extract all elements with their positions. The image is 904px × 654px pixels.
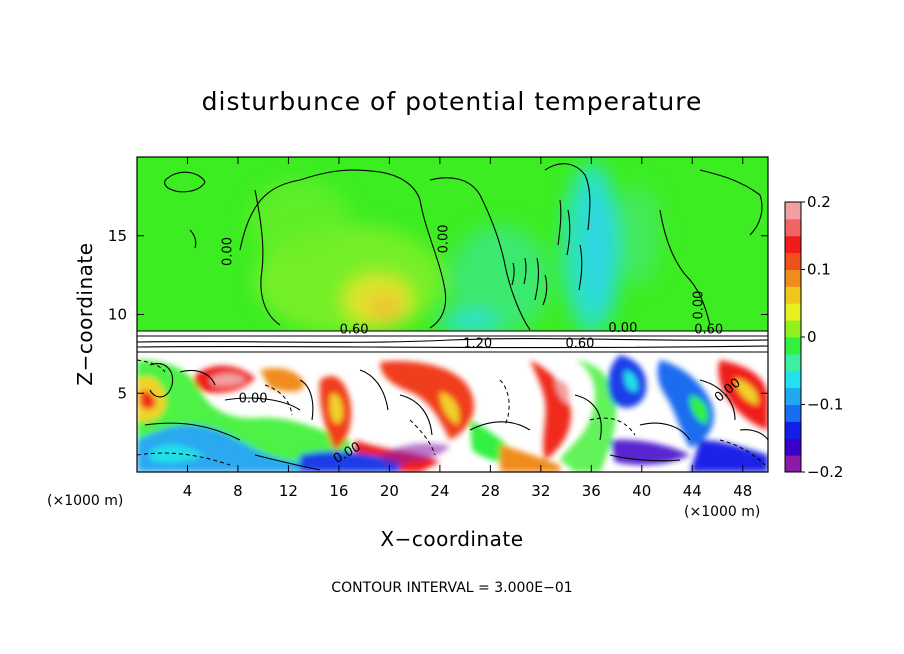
plot-area: 0.00 0.000.000.60 0.00 0.601.20 0.600.000.00… bbox=[137, 157, 768, 472]
colorbar-swatch bbox=[785, 455, 801, 473]
contour-interval-note: CONTOUR INTERVAL = 3.000E−01 bbox=[331, 580, 572, 596]
y-axis: 5 10 15 bbox=[108, 227, 768, 402]
colorbar-swatch bbox=[785, 286, 801, 304]
colorbar-swatch bbox=[785, 252, 801, 270]
colorbar-swatch bbox=[785, 421, 801, 439]
chart-title: disturbunce of potential temperature bbox=[202, 87, 703, 116]
colorbar-tick-label: 0.1 bbox=[807, 261, 831, 279]
y-tick-label: 15 bbox=[108, 227, 127, 245]
x-axis: 4 8 12 16 20 24 28 32 36 40 44 48 bbox=[183, 157, 752, 500]
colorbar-tick-label: 0.2 bbox=[807, 193, 831, 211]
x-tick-label: 32 bbox=[531, 482, 550, 500]
lower-field-shading bbox=[137, 355, 768, 472]
colorbar-ticks: 0.2 0.1 0 −0.1 −0.2 bbox=[801, 193, 843, 481]
colorbar bbox=[784, 201, 802, 473]
colorbar-tick-label: −0.2 bbox=[807, 463, 843, 481]
x-tick-label: 44 bbox=[683, 482, 702, 500]
x-tick-label: 20 bbox=[380, 482, 399, 500]
x-tick-label: 12 bbox=[279, 482, 298, 500]
colorbar-swatch bbox=[785, 370, 801, 389]
x-tick-label: 8 bbox=[233, 482, 243, 500]
x-tick-label: 16 bbox=[329, 482, 348, 500]
contour-label: 0.00 bbox=[436, 224, 451, 253]
colorbar-swatch bbox=[785, 269, 801, 287]
contour-label: 0.00 bbox=[221, 237, 236, 266]
x-tick-label: 24 bbox=[430, 482, 449, 500]
contour-label: 0.00 bbox=[608, 321, 637, 336]
contour-label: 0.60 bbox=[565, 337, 594, 352]
colorbar-swatch bbox=[785, 337, 801, 355]
colorbar-swatch bbox=[785, 404, 801, 422]
y-axis-label: Z−coordinate bbox=[73, 242, 97, 385]
upper-field-shading bbox=[250, 163, 660, 335]
colorbar-tick-label: −0.1 bbox=[807, 396, 843, 414]
colorbar-swatch bbox=[785, 438, 801, 456]
x-tick-label: 4 bbox=[183, 482, 193, 500]
colorbar-swatch bbox=[785, 218, 801, 237]
colorbar-tick-label: 0 bbox=[807, 328, 817, 346]
x-tick-label: 28 bbox=[481, 482, 500, 500]
contour-label: 1.20 bbox=[463, 337, 492, 352]
y-tick-label: 10 bbox=[108, 306, 127, 324]
x-tick-label: 36 bbox=[582, 482, 601, 500]
contour-label: 0.00 bbox=[691, 291, 706, 320]
y-tick-label: 5 bbox=[117, 384, 127, 402]
colorbar-swatch bbox=[785, 320, 801, 338]
x-axis-label: X−coordinate bbox=[380, 527, 523, 551]
contour-label: 0.60 bbox=[694, 322, 723, 337]
contour-label: 0.00 bbox=[239, 392, 268, 407]
contour-label: 0.60 bbox=[340, 322, 369, 337]
contour-lines bbox=[137, 163, 768, 471]
contour-lines-dashed bbox=[137, 359, 766, 466]
colorbar-swatch bbox=[785, 202, 801, 220]
colorbar-swatch bbox=[785, 387, 801, 405]
upper-field bbox=[137, 157, 768, 332]
colorbar-swatch bbox=[785, 303, 801, 321]
x-unit-label-right: (×1000 m) bbox=[684, 504, 760, 520]
colorbar-swatch bbox=[785, 235, 801, 254]
colorbar-swatch bbox=[785, 353, 801, 372]
x-tick-label: 48 bbox=[733, 482, 752, 500]
x-unit-label-left: (×1000 m) bbox=[47, 493, 123, 509]
x-tick-label: 40 bbox=[632, 482, 651, 500]
